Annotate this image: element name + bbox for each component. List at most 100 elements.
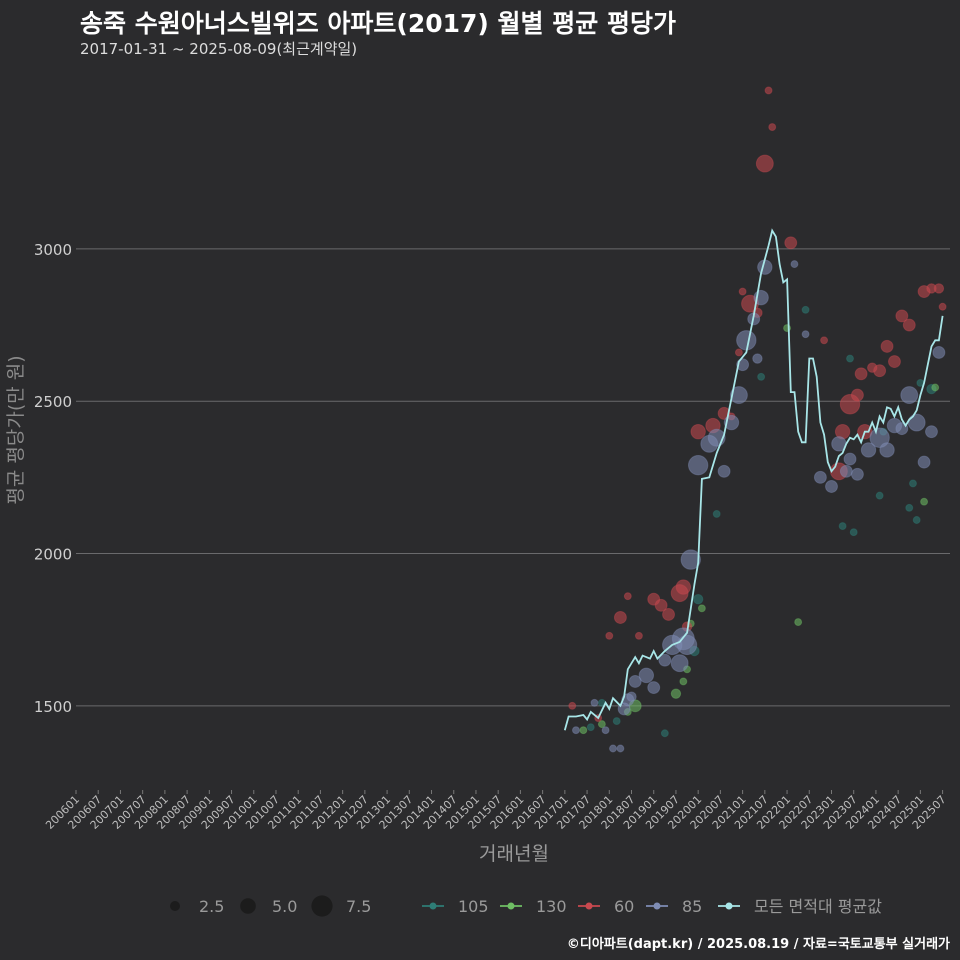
- data-point-60: [568, 701, 577, 710]
- data-point-105: [692, 594, 704, 605]
- data-point-85: [680, 549, 701, 570]
- chart-subtitle: 2017-01-31 ~ 2025-08-09(최근계약일): [80, 40, 358, 58]
- data-point-85: [850, 467, 864, 481]
- legend-size-label: 2.5: [199, 897, 224, 916]
- data-point-130: [579, 726, 588, 735]
- data-point-60: [623, 592, 632, 601]
- scatter-points: [568, 86, 947, 753]
- data-point-60: [605, 631, 614, 640]
- data-point-105: [875, 491, 884, 500]
- y-axis-label: 평균 평당가(만 원): [5, 355, 27, 504]
- data-point-85: [729, 386, 748, 405]
- data-point-105: [586, 723, 595, 732]
- data-point-60: [784, 236, 798, 250]
- data-point-85: [647, 681, 661, 695]
- data-point-105: [846, 354, 854, 363]
- average-line-path: [563, 228, 944, 731]
- data-point-60: [850, 388, 864, 402]
- data-point-130: [794, 618, 803, 627]
- data-point-60: [734, 348, 743, 357]
- data-point-85: [860, 442, 877, 458]
- y-tick-label: 2500: [34, 393, 72, 411]
- data-point-105: [912, 516, 921, 524]
- legend-size-circle: [311, 895, 333, 917]
- data-point-85: [616, 744, 625, 753]
- data-point-130: [697, 604, 706, 613]
- data-point-105: [612, 717, 621, 726]
- chart-caption: ©디아파트(dapt.kr) / 2025.08.19 / 자료=국토교통부 실…: [566, 937, 950, 952]
- legend-key-dot: [585, 902, 593, 910]
- data-point-85: [626, 691, 637, 702]
- data-point-130: [920, 497, 929, 506]
- data-point-85: [801, 330, 810, 339]
- y-tick-label: 1500: [34, 698, 72, 716]
- legend-size-circle: [170, 901, 180, 911]
- data-point-130: [670, 688, 682, 699]
- data-point-60: [613, 611, 627, 624]
- data-point-60: [854, 367, 868, 381]
- legend-series-label: 모든 면적대 평균값: [754, 897, 882, 916]
- data-point-105: [801, 305, 810, 314]
- data-point-130: [931, 383, 940, 392]
- legend-size-circle: [240, 898, 256, 914]
- grid-lines: [76, 248, 950, 707]
- data-point-85: [907, 413, 926, 432]
- data-point-85: [609, 744, 617, 753]
- data-point-60: [634, 631, 643, 640]
- data-point-60: [938, 302, 947, 311]
- data-point-85: [590, 698, 599, 707]
- data-point-85: [601, 726, 610, 735]
- data-point-85: [638, 667, 655, 684]
- legend-series-label: 130: [536, 897, 567, 916]
- y-tick-label: 2000: [34, 546, 72, 564]
- data-point-85: [925, 425, 938, 439]
- data-point-60: [873, 364, 887, 378]
- data-point-85: [670, 654, 689, 673]
- legend-key-dot: [507, 902, 515, 910]
- legend-key-dot: [653, 902, 661, 910]
- data-point-85: [687, 454, 709, 476]
- average-line: [563, 228, 944, 731]
- x-axis: 2006012006072007012007072008012008072009…: [43, 790, 949, 832]
- y-axis: 1500 2000 2500 3000: [34, 241, 72, 716]
- data-point-85: [752, 353, 763, 364]
- data-point-60: [880, 339, 894, 353]
- data-point-130: [679, 677, 688, 686]
- y-tick-label: 3000: [34, 241, 72, 259]
- data-point-60: [738, 287, 747, 296]
- data-point-60: [675, 579, 692, 595]
- legend-key-dot: [429, 902, 437, 910]
- data-point-85: [900, 386, 919, 405]
- data-point-85: [813, 470, 827, 484]
- data-point-60: [662, 607, 675, 621]
- data-point-105: [849, 528, 858, 537]
- data-point-85: [676, 634, 698, 656]
- data-point-105: [757, 372, 766, 381]
- legend-size-label: 7.5: [346, 897, 371, 916]
- data-point-85: [628, 675, 642, 688]
- data-point-85: [932, 346, 946, 359]
- legend-series-label: 85: [682, 897, 702, 916]
- data-point-85: [658, 653, 672, 667]
- data-point-60: [820, 336, 829, 345]
- data-point-105: [909, 479, 917, 488]
- data-point-85: [717, 464, 731, 478]
- x-axis-label: 거래년월: [479, 843, 549, 865]
- data-point-85: [869, 427, 890, 448]
- data-point-105: [905, 503, 914, 512]
- data-point-85: [825, 480, 838, 493]
- data-point-105: [712, 509, 721, 518]
- chart-title: 송죽 수원아너스빌위즈 아파트(2017) 월별 평균 평당가: [80, 9, 676, 38]
- data-point-85: [839, 464, 853, 478]
- data-point-85: [843, 452, 857, 466]
- data-point-105: [838, 522, 847, 531]
- data-point-85: [572, 726, 580, 735]
- data-point-60: [902, 318, 916, 332]
- data-point-60: [895, 309, 909, 323]
- data-point-85: [917, 455, 931, 469]
- data-point-85: [736, 330, 757, 351]
- data-point-60: [654, 598, 668, 612]
- legend-size-label: 5.0: [272, 897, 297, 916]
- data-point-60: [755, 154, 774, 173]
